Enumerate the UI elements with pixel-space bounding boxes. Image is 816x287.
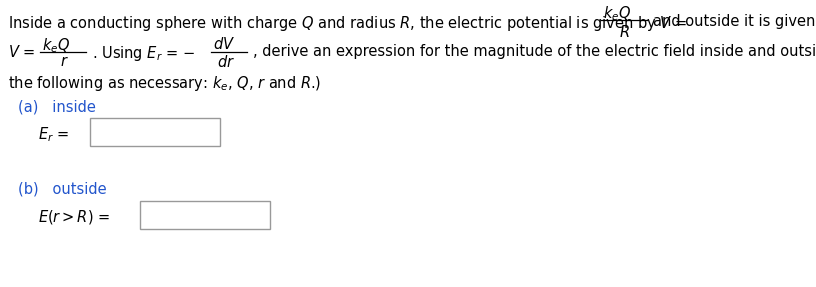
Bar xyxy=(140,201,270,229)
Text: , derive an expression for the magnitude of the electric field inside and outsid: , derive an expression for the magnitude… xyxy=(253,44,816,59)
Text: and outside it is given by: and outside it is given by xyxy=(653,14,816,29)
Text: $V$ =: $V$ = xyxy=(8,44,35,60)
Text: $dV$: $dV$ xyxy=(213,36,235,52)
Text: $dr$: $dr$ xyxy=(217,54,235,70)
Text: the following as necessary: $k_e$, $Q$, $r$ and $R$.): the following as necessary: $k_e$, $Q$, … xyxy=(8,74,322,93)
Text: (b)   outside: (b) outside xyxy=(18,182,107,197)
Text: $E_r$ =: $E_r$ = xyxy=(38,125,69,144)
Bar xyxy=(90,118,220,146)
Text: $k_e Q$: $k_e Q$ xyxy=(42,36,70,55)
Text: Inside a conducting sphere with charge $Q$ and radius $R$, the electric potentia: Inside a conducting sphere with charge $… xyxy=(8,14,687,33)
Text: $k_e Q$: $k_e Q$ xyxy=(603,4,631,23)
Text: $r$: $r$ xyxy=(60,54,69,69)
Text: $E(r > R)$ =: $E(r > R)$ = xyxy=(38,208,110,226)
Text: $R$: $R$ xyxy=(619,24,630,40)
Text: (a)   inside: (a) inside xyxy=(18,100,95,115)
Text: . Using $E_r$ = $-$: . Using $E_r$ = $-$ xyxy=(92,44,195,63)
